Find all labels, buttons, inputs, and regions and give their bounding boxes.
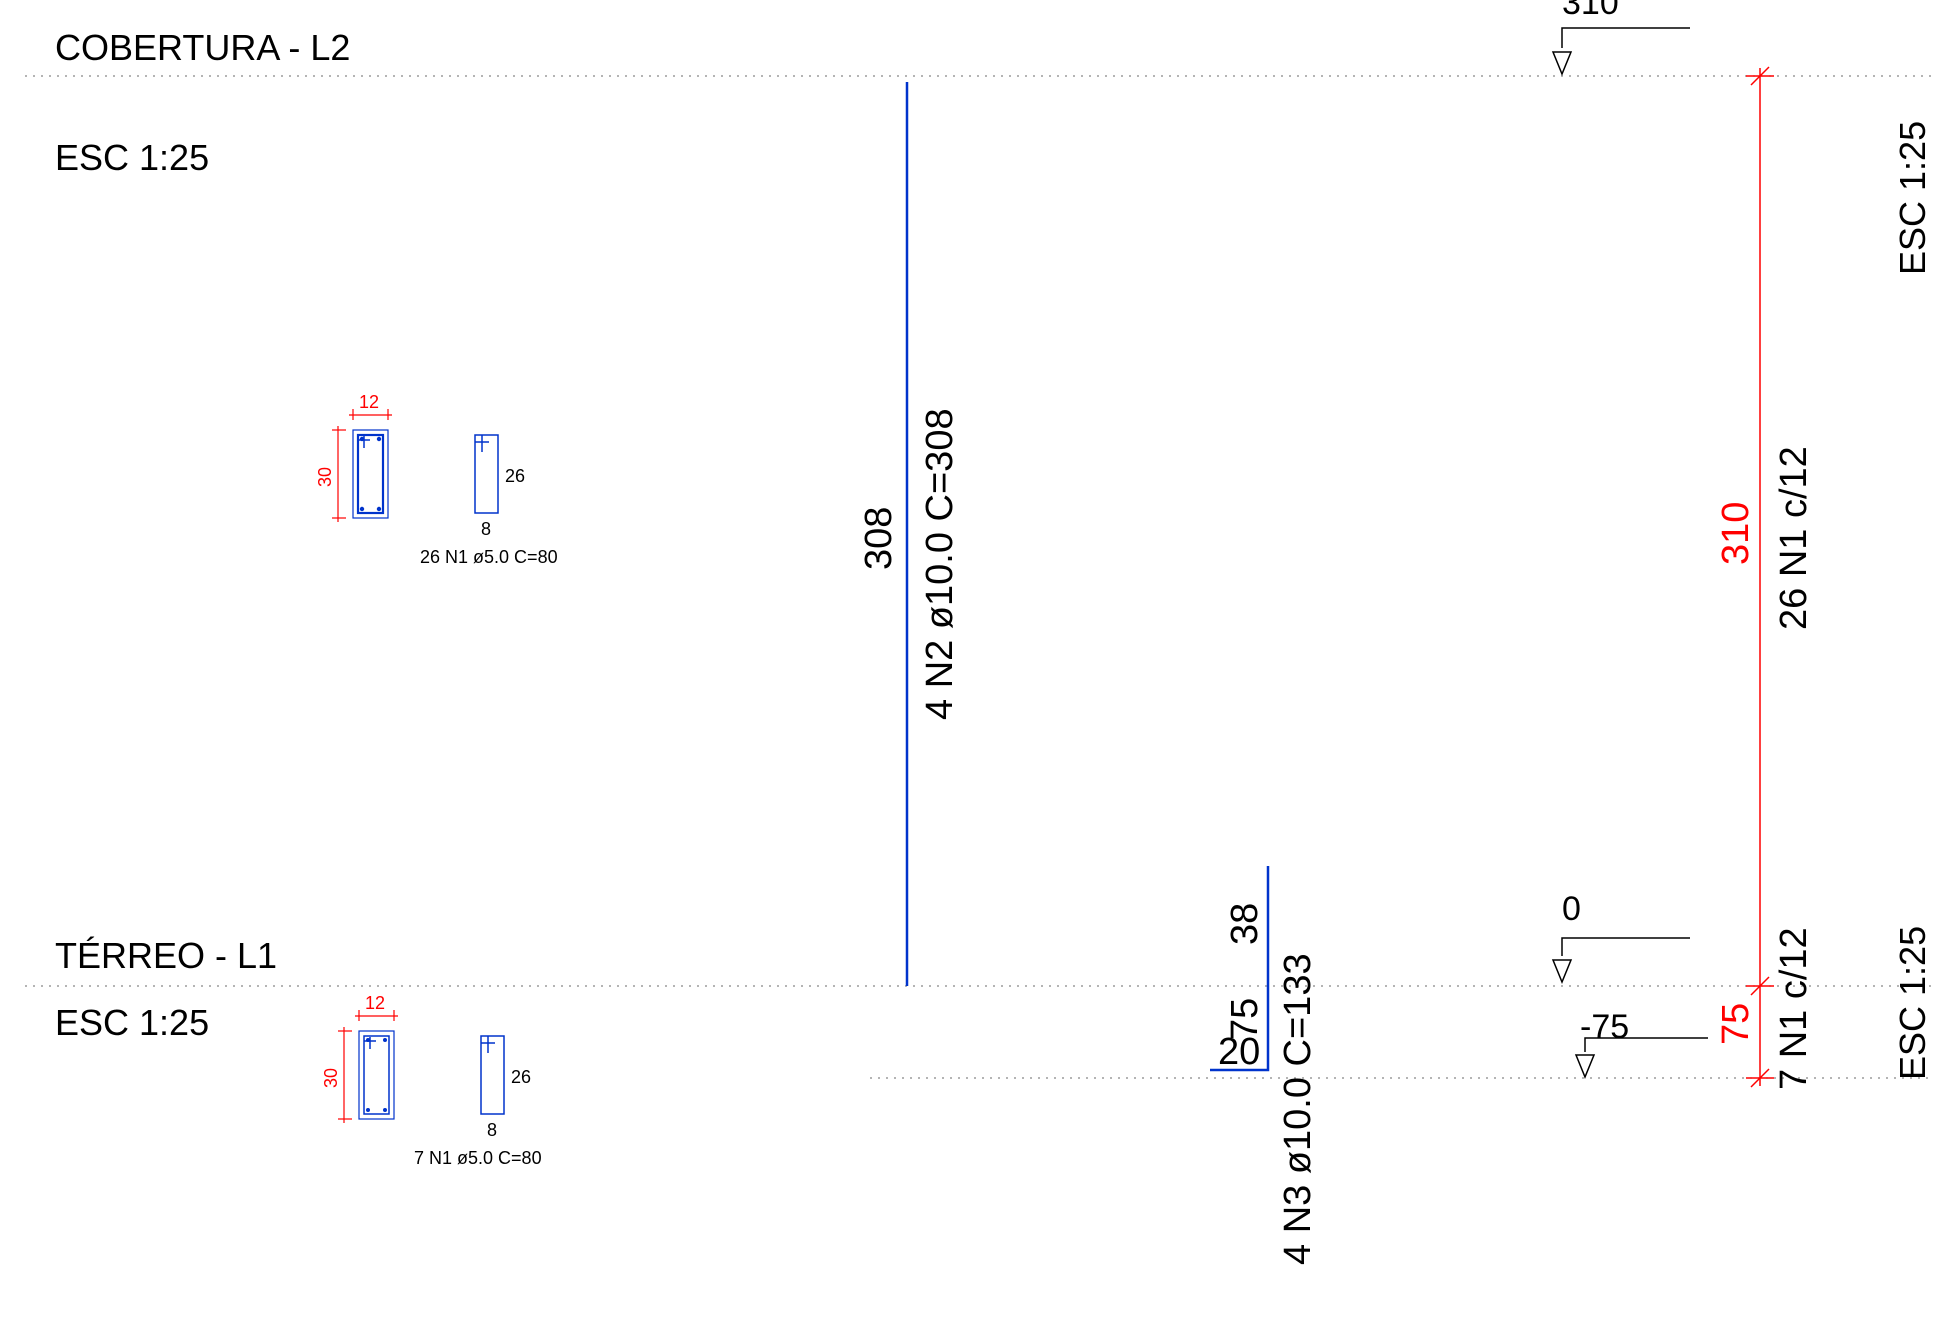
section-height: 30	[315, 467, 335, 487]
stirrup-detail-width: 8	[487, 1120, 497, 1140]
section-width: 12	[365, 993, 385, 1013]
rebar-dot-icon	[383, 1038, 387, 1042]
stirrup-detail	[474, 434, 499, 514]
side-scale-lower: ESC 1:25	[1892, 926, 1933, 1080]
rebar-dot-icon	[366, 1108, 370, 1112]
stirrup-spacing-upper: 26 N1 c/12	[1773, 446, 1815, 630]
section-stirrup	[356, 433, 385, 515]
elevation-marker-ground: 0	[1551, 890, 1690, 984]
section-height: 30	[321, 1068, 341, 1088]
level-triangle-icon	[1574, 1054, 1596, 1079]
level-scale-ground: ESC 1:25	[55, 1002, 209, 1043]
elevation-text-foundation: -75	[1580, 1008, 1629, 1046]
bar-n3-segment-upper: 38	[1224, 903, 1266, 945]
section-outline	[352, 429, 389, 519]
section-upper: 12 30 26 8 26 N1 ø5.0 C=80	[315, 392, 558, 567]
stirrup-detail-height: 26	[511, 1067, 531, 1087]
level-scale-top: ESC 1:25	[55, 137, 209, 178]
stirrup-total-lower: 75	[1715, 1003, 1757, 1045]
stirrup-detail-label: 7 N1 ø5.0 C=80	[414, 1148, 542, 1168]
dimension-tick-icon	[1750, 1068, 1770, 1088]
level-triangle-icon	[1551, 959, 1573, 984]
stirrup-detail-height: 26	[505, 466, 525, 486]
elevation-marker-top: 310	[1551, 0, 1690, 76]
stirrup-dimension	[1746, 66, 1774, 1088]
bar-n2-description: 4 N2 ø10.0 C=308	[919, 408, 961, 720]
stirrup-spacing-lower: 7 N1 c/12	[1773, 927, 1815, 1090]
section-lower: 12 30 26 8 7 N1 ø5.0 C=80	[321, 993, 542, 1168]
rebar-dot-icon	[376, 506, 382, 512]
section-stirrup	[363, 1035, 390, 1115]
stirrup-detail-width: 8	[481, 519, 491, 539]
elevation-marker-foundation: -75	[1574, 1008, 1708, 1079]
section-outline	[358, 1030, 395, 1120]
stirrup-detail	[480, 1035, 505, 1115]
stirrup-detail-label: 26 N1 ø5.0 C=80	[420, 547, 558, 567]
dimension-tick-icon	[1750, 976, 1770, 996]
level-lines	[25, 75, 1933, 1079]
elevation-text-top: 310	[1562, 0, 1619, 22]
stirrup-total-upper: 310	[1715, 502, 1757, 565]
rebar-dot-icon	[376, 436, 382, 442]
rebar-dot-icon	[383, 1108, 387, 1112]
bar-n3-segment-hook: 20	[1218, 1031, 1260, 1073]
bar-n3-segment-lower: 75	[1224, 998, 1266, 1040]
section-width: 12	[359, 392, 379, 412]
dimension-tick-icon	[1750, 66, 1770, 86]
side-scale-upper: ESC 1:25	[1892, 121, 1933, 275]
rebar-dot-icon	[359, 506, 365, 512]
level-title-top: COBERTURA - L2	[55, 27, 350, 68]
level-triangle-icon	[1551, 51, 1573, 76]
bar-n3-description: 4 N3 ø10.0 C=133	[1277, 953, 1319, 1265]
bar-n3-line	[1210, 866, 1270, 1072]
elevation-text-ground: 0	[1562, 890, 1581, 928]
bar-n2-length: 308	[858, 507, 900, 570]
level-title-ground: TÉRREO - L1	[55, 935, 277, 976]
